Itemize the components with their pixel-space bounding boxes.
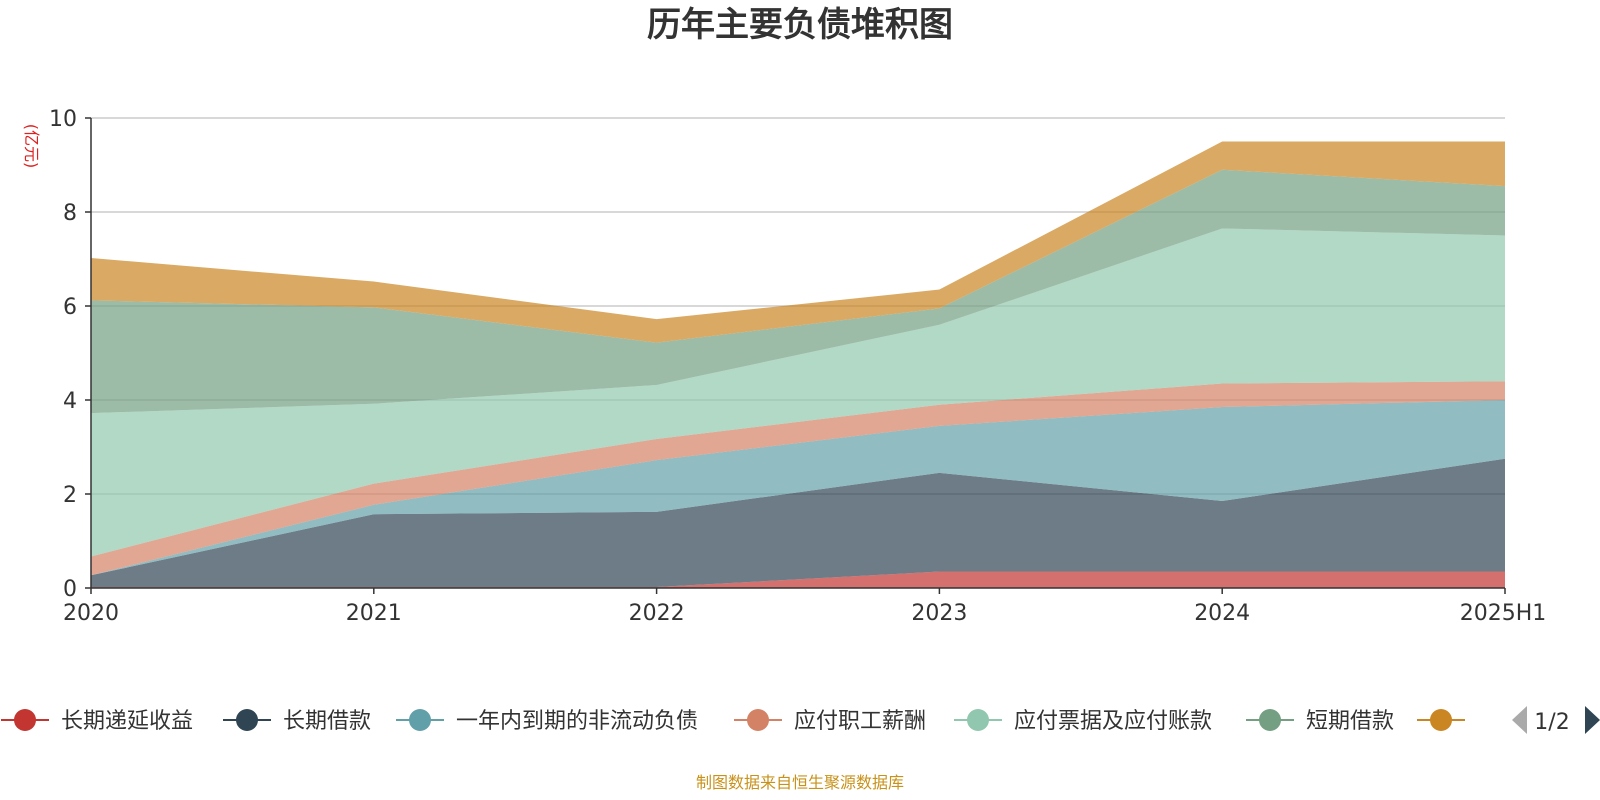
area-series-4 <box>91 228 1505 557</box>
legend-marker-3 <box>747 709 769 731</box>
x-tick-label-5: 2025H1 <box>1460 601 1547 626</box>
x-tick-label-2: 2022 <box>629 601 685 626</box>
legend-marker-6 <box>1430 709 1452 731</box>
legend-item-4[interactable]: 应付票据及应付账款 <box>954 709 1212 734</box>
legend-label-1: 长期借款 <box>283 709 371 734</box>
y-tick-label-5: 10 <box>49 107 77 132</box>
area-series-2 <box>91 400 1505 576</box>
chart-title: 历年主要负债堆积图 <box>647 5 953 45</box>
y-axis-unit: (亿元) <box>22 124 41 169</box>
triangle-left-icon[interactable] <box>1512 706 1527 734</box>
legend-item-2[interactable]: 一年内到期的非流动负债 <box>396 709 698 734</box>
triangle-right-icon[interactable] <box>1585 706 1600 734</box>
area-series-5 <box>91 169 1505 414</box>
legend-page-indicator: 1/2 <box>1534 710 1569 735</box>
x-tick-label-1: 2021 <box>346 601 402 626</box>
area-series-6 <box>91 141 1505 343</box>
area-series-0 <box>91 571 1505 588</box>
legend-marker-0 <box>14 709 36 731</box>
legend-label-0: 长期递延收益 <box>61 709 193 734</box>
legend-item-6[interactable] <box>1417 709 1465 731</box>
x-tick-label-0: 2020 <box>63 601 119 626</box>
legend-item-0[interactable]: 长期递延收益 <box>1 709 193 734</box>
legend-item-5[interactable]: 短期借款 <box>1246 709 1394 734</box>
legend-label-3: 应付职工薪酬 <box>794 709 926 734</box>
legend: 长期递延收益 长期借款 一年内到期的非流动负债 应付职工薪酬 应付票据及应付账款 短期借款 <box>1 709 1465 734</box>
y-tick-label-3: 6 <box>63 295 77 320</box>
area-series-1 <box>91 458 1505 588</box>
legend-item-1[interactable]: 长期借款 <box>223 709 371 734</box>
x-tick-label-3: 2023 <box>911 601 967 626</box>
legend-marker-2 <box>409 709 431 731</box>
legend-pager: 1/2 <box>1512 706 1600 735</box>
legend-marker-5 <box>1259 709 1281 731</box>
data-source-note: 制图数据来自恒生聚源数据库 <box>696 773 904 792</box>
area-series-3 <box>91 381 1505 576</box>
area-series <box>91 141 1505 588</box>
y-tick-label-0: 0 <box>63 577 77 602</box>
y-tick-label-2: 4 <box>63 389 77 414</box>
x-tick-label-4: 2024 <box>1194 601 1250 626</box>
y-tick-label-4: 8 <box>63 201 77 226</box>
y-tick-label-1: 2 <box>63 483 77 508</box>
legend-item-3[interactable]: 应付职工薪酬 <box>734 709 926 734</box>
legend-label-5: 短期借款 <box>1306 709 1394 734</box>
axes: 0 2 4 6 8 10 2020 2021 2022 2023 2024 2025H1 <box>49 107 1546 626</box>
legend-marker-4 <box>967 709 989 731</box>
legend-marker-1 <box>236 709 258 731</box>
legend-label-2: 一年内到期的非流动负债 <box>456 709 698 734</box>
legend-label-4: 应付票据及应付账款 <box>1014 709 1212 734</box>
